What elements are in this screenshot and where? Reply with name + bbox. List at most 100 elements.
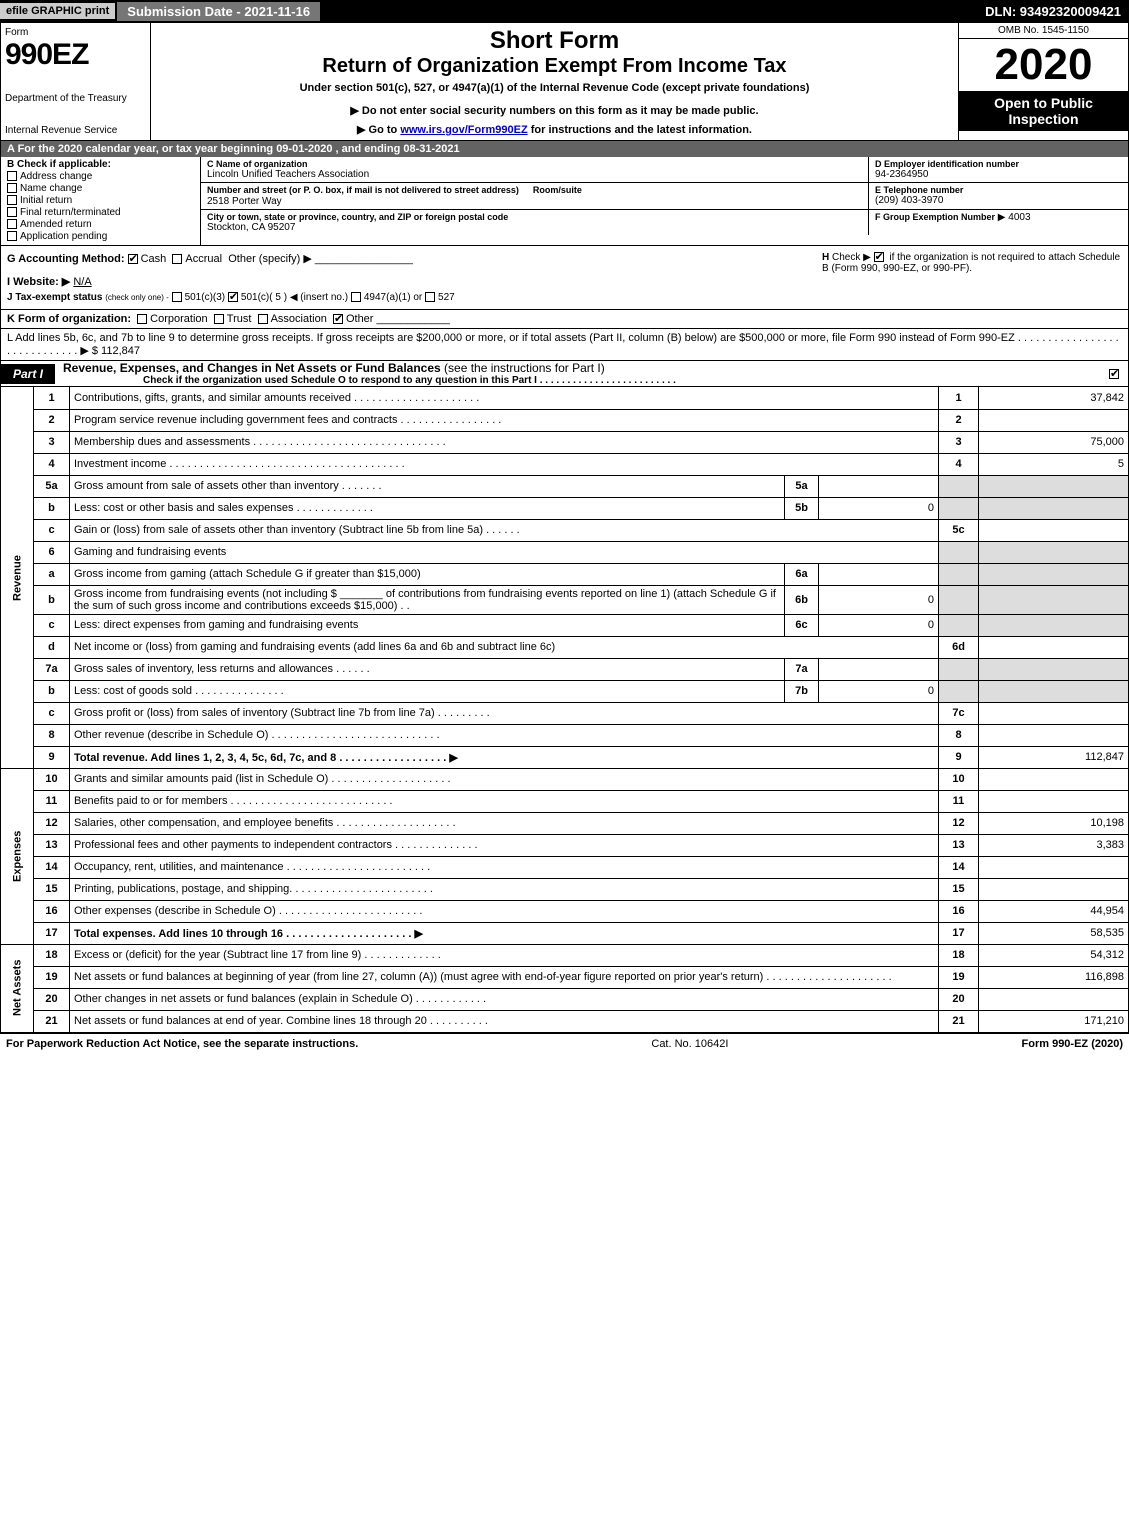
dln-label: DLN: 93492320009421 [985,4,1129,19]
line-16-box: 16 [939,900,979,922]
line-g-label: G Accounting Method: [7,253,125,265]
shade-5a [939,475,979,497]
line-6-no: 6 [34,541,70,563]
check-amended-return[interactable]: Amended return [7,219,194,230]
line-6c-sub: 6c [785,614,819,636]
line-6b-desc: Gross income from fundraising events (no… [70,585,785,614]
line-5a-subval [819,475,939,497]
part-1-check[interactable] [1109,367,1128,381]
check-name-change[interactable]: Name change [7,183,194,194]
top-bar: efile GRAPHIC print Submission Date - 20… [0,0,1129,22]
shade-6b-v [979,585,1129,614]
shade-5b [939,497,979,519]
org-name: Lincoln Unified Teachers Association [207,169,862,180]
line-5c-desc: Gain or (loss) from sale of assets other… [70,519,939,541]
open-to-public: Open to Public Inspection [959,91,1128,131]
line-8-box: 8 [939,724,979,746]
line-10-desc: Grants and similar amounts paid (list in… [70,768,939,790]
line-21-desc: Net assets or fund balances at end of ye… [70,1010,939,1032]
tax-year: 2020 [959,39,1128,91]
line-6d-box: 6d [939,636,979,658]
check-other-org[interactable] [333,314,343,324]
part-1-title: Revenue, Expenses, and Changes in Net As… [55,361,1109,386]
footer-form-ref: Form 990-EZ (2020) [1022,1038,1123,1050]
page-footer: For Paperwork Reduction Act Notice, see … [0,1033,1129,1054]
line-j-label: J Tax-exempt status [7,292,102,303]
box-h: H Check ▶ if the organization is not req… [822,252,1122,303]
line-3-no: 3 [34,431,70,453]
line-i-label: I Website: ▶ [7,276,70,288]
line-18-box: 18 [939,944,979,966]
check-cash[interactable] [128,254,138,264]
line-14-val [979,856,1129,878]
line-5a-sub: 5a [785,475,819,497]
check-501c3[interactable] [172,292,182,302]
line-16-val: 44,954 [979,900,1129,922]
line-8-val [979,724,1129,746]
check-schedule-b-not-required[interactable] [874,252,884,262]
line-21-val: 171,210 [979,1010,1129,1032]
line-19-desc: Net assets or fund balances at beginning… [70,966,939,988]
check-501c[interactable] [228,292,238,302]
net-assets-label: Net Assets [1,944,34,1032]
line-12-no: 12 [34,812,70,834]
line-6c-desc: Less: direct expenses from gaming and fu… [70,614,785,636]
check-address-change[interactable]: Address change [7,171,194,182]
line-20-no: 20 [34,988,70,1010]
goto-link[interactable]: www.irs.gov/Form990EZ [400,124,527,136]
line-8-desc: Other revenue (describe in Schedule O) .… [70,724,939,746]
line-11-no: 11 [34,790,70,812]
line-1-desc: Contributions, gifts, grants, and simila… [70,387,939,409]
check-application-pending[interactable]: Application pending [7,231,194,242]
check-final-return[interactable]: Final return/terminated [7,207,194,218]
part-1-header: Part I Revenue, Expenses, and Changes in… [0,361,1129,387]
check-initial-return[interactable]: Initial return [7,195,194,206]
line-13-desc: Professional fees and other payments to … [70,834,939,856]
box-h-check-text: Check ▶ [832,252,871,263]
line-18-val: 54,312 [979,944,1129,966]
check-4947[interactable] [351,292,361,302]
form-header: Form 990EZ Department of the Treasury In… [0,22,1129,141]
check-corporation[interactable] [137,314,147,324]
line-9-no: 9 [34,746,70,768]
line-15-no: 15 [34,878,70,900]
shade-7a [939,658,979,680]
header-left: Form 990EZ Department of the Treasury In… [1,23,151,140]
line-2-val [979,409,1129,431]
line-7a-subval [819,658,939,680]
line-1-no: 1 [34,387,70,409]
line-1-val: 37,842 [979,387,1129,409]
check-association[interactable] [258,314,268,324]
box-e: E Telephone number (209) 403-3970 [868,183,1128,209]
footer-left: For Paperwork Reduction Act Notice, see … [6,1038,358,1050]
check-accrual[interactable] [172,254,182,264]
form-word: Form [5,27,146,38]
part-1-note: Check if the organization used Schedule … [63,375,1109,386]
line-21-no: 21 [34,1010,70,1032]
line-5b-sub: 5b [785,497,819,519]
line-5a-desc: Gross amount from sale of assets other t… [70,475,785,497]
line-4-desc: Investment income . . . . . . . . . . . … [70,453,939,475]
check-trust[interactable] [214,314,224,324]
goto-line: ▶ Go to www.irs.gov/Form990EZ for instru… [159,123,950,136]
telephone-value: (209) 403-3970 [875,195,1122,206]
box-cdef: C Name of organization Lincoln Unified T… [201,157,1128,245]
line-l-text: L Add lines 5b, 6c, and 7b to line 9 to … [7,332,1015,344]
shade-7b-v [979,680,1129,702]
shade-5b-v [979,497,1129,519]
revenue-label: Revenue [1,387,34,768]
box-h-label: H [822,252,829,263]
line-6b-no: b [34,585,70,614]
header-title-block: Short Form Return of Organization Exempt… [151,23,958,140]
line-5b-desc: Less: cost or other basis and sales expe… [70,497,785,519]
line-21-box: 21 [939,1010,979,1032]
box-b-header: B Check if applicable: [7,159,194,170]
goto-pre: ▶ Go to [357,124,400,136]
line-5a-no: 5a [34,475,70,497]
shade-7a-v [979,658,1129,680]
line-l-value: $ 112,847 [92,345,140,357]
box-d-label: D Employer identification number [875,159,1122,169]
efile-print-label[interactable]: efile GRAPHIC print [0,3,115,19]
check-527[interactable] [425,292,435,302]
line-3-box: 3 [939,431,979,453]
